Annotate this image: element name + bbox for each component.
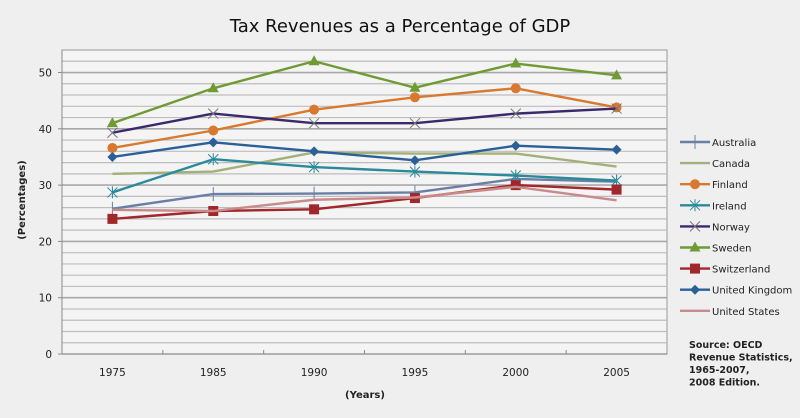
series-line-finland (112, 87, 617, 150)
data-point-switzerland (510, 180, 521, 191)
data-point-sweden (409, 81, 421, 92)
y-axis-title: (Percentages) (17, 160, 28, 239)
series-line-ireland (112, 158, 617, 194)
legend-label: Australia (712, 138, 756, 149)
data-point-ireland (308, 161, 320, 174)
series-line-sweden (112, 60, 617, 125)
data-point-united-kingdom (510, 140, 521, 151)
series-line-australia (112, 177, 617, 210)
data-point-finland (309, 104, 320, 115)
chart-title: Tax Revenues as a Percentage of GDP (229, 16, 571, 37)
data-point-ireland (611, 174, 622, 187)
series-united-kingdom (107, 137, 622, 166)
series-norway (107, 103, 622, 139)
legend-marker (689, 199, 701, 212)
data-point-ireland (107, 186, 118, 199)
data-point-sweden (510, 57, 522, 68)
source-line: 1965-2007, (689, 365, 749, 376)
series-line-canada (112, 151, 617, 176)
data-point-ireland (409, 165, 421, 178)
legend-label: United States (712, 307, 780, 318)
x-tick-label: 2005 (603, 367, 630, 379)
series-line-united-states (112, 185, 617, 213)
legend-item-norway: Norway (680, 221, 750, 233)
data-point-united-kingdom (611, 144, 622, 155)
data-point-ireland (207, 153, 219, 166)
data-point-finland (510, 83, 521, 94)
data-point-finland (611, 102, 622, 113)
series-united-states (112, 185, 617, 213)
data-point-finland (208, 125, 219, 136)
x-axis: 1975 1985 1990 1995 2000 2005 (99, 350, 630, 379)
data-point-finland (409, 92, 420, 103)
legend-marker (690, 179, 700, 190)
legend-label: Norway (712, 222, 750, 233)
series-layer (106, 55, 623, 224)
data-point-finland (107, 142, 118, 153)
series-canada (112, 151, 617, 176)
legend-item-switzerland: Switzerland (680, 263, 770, 276)
data-point-sweden (611, 69, 623, 80)
series-line-united-kingdom (112, 141, 617, 162)
source-annotation: Source: OECD Revenue Statistics,1965-2007… (689, 340, 793, 389)
legend-label: United Kingdom (712, 286, 792, 297)
data-point-switzerland (309, 204, 320, 215)
legend-marker (690, 263, 700, 274)
legend-label: Sweden (712, 244, 752, 255)
series-line-norway (112, 107, 617, 134)
data-point-norway (107, 127, 118, 139)
legend-item-sweden: Sweden (680, 241, 752, 255)
x-axis-title: (Years) (345, 390, 385, 401)
y-tick-label: 10 (39, 293, 52, 305)
legend-label: Switzerland (712, 265, 770, 276)
y-axis: 0 10 20 30 40 50 (39, 68, 62, 361)
data-point-united-kingdom (208, 137, 219, 148)
source-line: 2008 Edition. (689, 378, 760, 389)
y-tick-label: 0 (45, 349, 52, 361)
data-point-ireland (510, 169, 522, 182)
legend-item-ireland: Ireland (680, 199, 747, 212)
data-point-united-kingdom (409, 155, 420, 166)
data-point-norway (207, 108, 219, 119)
source-line: Source: OECD (689, 340, 763, 351)
legend-item-canada: Canada (680, 159, 750, 170)
data-point-sweden (207, 82, 219, 93)
data-point-united-kingdom (309, 146, 320, 157)
series-line-switzerland (112, 183, 617, 221)
x-tick-label: 1995 (402, 367, 429, 379)
y-tick-label: 50 (39, 68, 52, 80)
data-point-united-kingdom (107, 151, 118, 162)
legend-marker (689, 241, 701, 252)
x-tick-label: 2000 (502, 367, 529, 379)
legend-item-united-kingdom: United Kingdom (680, 284, 792, 297)
legend-label: Finland (712, 180, 748, 191)
data-point-sweden (308, 55, 320, 66)
y-tick-label: 20 (39, 236, 52, 248)
series-ireland (107, 153, 622, 199)
legend-label: Ireland (712, 201, 747, 212)
data-point-norway (409, 117, 421, 129)
legend: Australia Canada Finland Ireland Norway Swede… (680, 135, 792, 318)
y-tick-label: 30 (39, 180, 52, 192)
series-finland (107, 83, 622, 153)
x-tick-label: 1990 (301, 367, 328, 379)
data-point-sweden (106, 117, 118, 128)
data-point-norway (611, 103, 622, 114)
legend-item-united-states: United States (680, 307, 780, 318)
x-tick-label: 1985 (200, 367, 227, 379)
data-point-switzerland (107, 213, 118, 224)
data-point-switzerland (611, 184, 622, 195)
data-point-norway (308, 117, 320, 129)
legend-label: Canada (712, 159, 750, 170)
legend-item-australia: Australia (680, 135, 756, 149)
source-line: Revenue Statistics, (689, 353, 793, 364)
data-point-norway (510, 108, 522, 119)
legend-item-finland: Finland (680, 179, 748, 191)
y-tick-label: 40 (39, 124, 52, 136)
legend-marker (690, 284, 700, 295)
series-sweden (106, 55, 623, 128)
legend-marker (689, 221, 701, 232)
x-tick-label: 1975 (99, 367, 126, 379)
